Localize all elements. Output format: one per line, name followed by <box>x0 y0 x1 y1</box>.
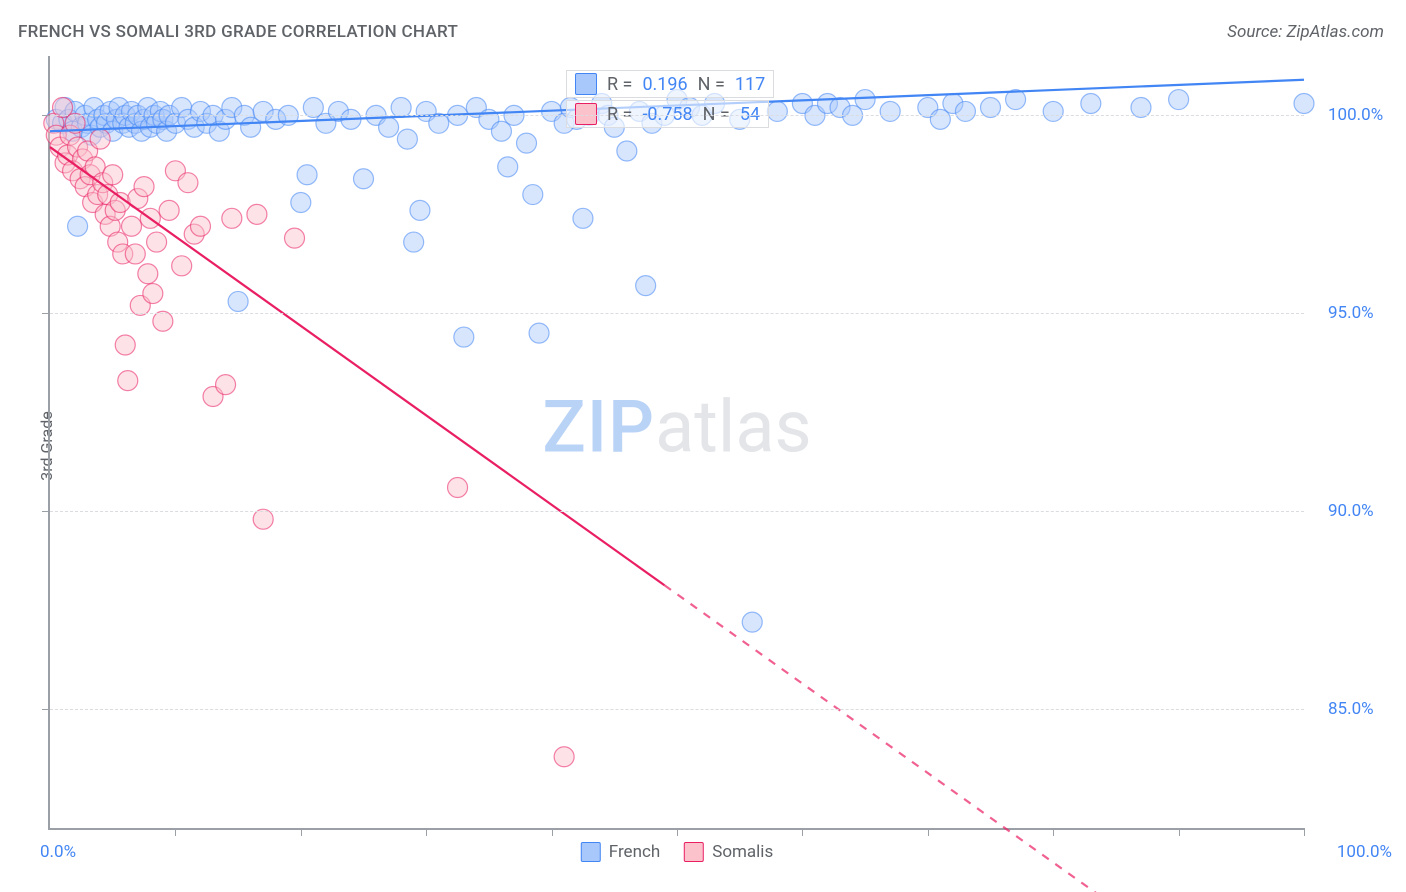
scatter-point <box>285 228 305 248</box>
scatter-point <box>125 244 145 264</box>
scatter-point <box>291 192 311 212</box>
grid-line <box>50 709 1304 710</box>
stats-n-value: 54 <box>740 104 760 125</box>
x-axis-min-label: 0.0% <box>40 842 76 862</box>
scatter-point <box>404 232 424 252</box>
scatter-point <box>172 256 192 276</box>
scatter-point <box>115 335 135 355</box>
stats-n-value: 117 <box>735 74 765 95</box>
scatter-point <box>190 216 210 236</box>
x-tick <box>677 828 678 836</box>
x-tick <box>1179 828 1180 836</box>
legend-item-french: French <box>581 842 660 862</box>
grid-line <box>50 511 1304 512</box>
trend-line <box>50 147 664 585</box>
scatter-point <box>454 327 474 347</box>
stats-box-french: R = 0.196 N = 117 <box>566 70 774 98</box>
scatter-point <box>529 323 549 343</box>
scatter-point <box>159 200 179 220</box>
scatter-point <box>134 177 154 197</box>
y-tick <box>42 313 50 314</box>
x-tick <box>175 828 176 836</box>
y-tick <box>42 511 50 512</box>
scatter-point <box>855 90 875 110</box>
plot-svg <box>50 56 1304 828</box>
y-tick <box>42 115 50 116</box>
legend-swatch-french <box>581 842 601 862</box>
y-tick-label: 85.0% <box>1328 699 1398 719</box>
chart-title: FRENCH VS SOMALI 3RD GRADE CORRELATION C… <box>18 22 458 42</box>
x-tick <box>1304 828 1305 836</box>
scatter-point <box>767 101 787 121</box>
scatter-point <box>617 141 637 161</box>
y-tick-label: 90.0% <box>1328 501 1398 521</box>
y-tick-label: 95.0% <box>1328 303 1398 323</box>
scatter-point <box>554 747 574 767</box>
stats-r-label: R = <box>607 74 632 95</box>
scatter-point <box>354 169 374 189</box>
scatter-point <box>122 216 142 236</box>
x-tick <box>552 828 553 836</box>
stats-swatch-french <box>575 73 597 95</box>
scatter-point <box>68 216 88 236</box>
legend-swatch-somalis <box>684 842 704 862</box>
scatter-point <box>118 371 138 391</box>
legend-label: Somalis <box>712 842 773 862</box>
scatter-point <box>517 133 537 153</box>
x-tick <box>301 828 302 836</box>
scatter-point <box>228 291 248 311</box>
scatter-point <box>147 232 167 252</box>
scatter-point <box>742 612 762 632</box>
scatter-point <box>498 157 518 177</box>
scatter-point <box>1169 90 1189 110</box>
scatter-point <box>1081 94 1101 114</box>
legend: French Somalis <box>581 842 773 862</box>
scatter-point <box>379 117 399 137</box>
scatter-point <box>523 185 543 205</box>
scatter-point <box>410 200 430 220</box>
scatter-point <box>247 204 267 224</box>
scatter-point <box>397 129 417 149</box>
scatter-point <box>90 129 110 149</box>
plot-area: ZIPatlas R = 0.196 N = 117 R = -0.758 N … <box>48 56 1304 830</box>
stats-r-value: 0.196 <box>642 74 687 95</box>
stats-box-somalis: R = -0.758 N = 54 <box>566 100 769 128</box>
source-attribution: Source: ZipAtlas.com <box>1227 22 1384 42</box>
stats-r-value: -0.758 <box>642 104 692 125</box>
x-tick <box>802 828 803 836</box>
grid-line <box>50 115 1304 116</box>
scatter-point <box>143 284 163 304</box>
legend-item-somalis: Somalis <box>684 842 773 862</box>
scatter-point <box>448 478 468 498</box>
stats-swatch-somalis <box>575 103 597 125</box>
scatter-point <box>103 165 123 185</box>
scatter-point <box>880 101 900 121</box>
stats-r-label: R = <box>607 104 632 125</box>
scatter-point <box>636 276 656 296</box>
x-tick <box>928 828 929 836</box>
scatter-point <box>222 208 242 228</box>
y-tick-label: 100.0% <box>1328 105 1398 125</box>
x-tick <box>426 828 427 836</box>
scatter-point <box>955 101 975 121</box>
scatter-point <box>573 208 593 228</box>
legend-label: French <box>609 842 660 862</box>
scatter-point <box>297 165 317 185</box>
grid-line <box>50 313 1304 314</box>
scatter-point <box>216 375 236 395</box>
scatter-point <box>138 264 158 284</box>
y-tick <box>42 709 50 710</box>
stats-n-label: N = <box>703 104 730 125</box>
scatter-point <box>178 173 198 193</box>
scatter-point <box>1294 94 1314 114</box>
x-axis-max-label: 100.0% <box>1337 842 1392 862</box>
scatter-point <box>1043 101 1063 121</box>
x-tick <box>1053 828 1054 836</box>
stats-n-label: N = <box>698 74 725 95</box>
